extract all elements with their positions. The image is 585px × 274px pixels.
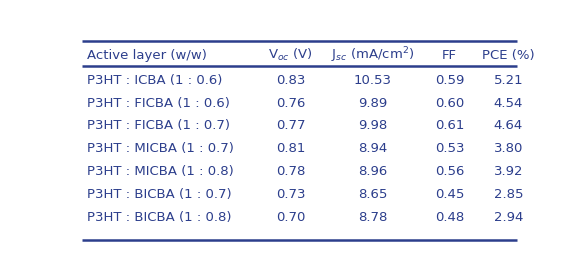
Text: P3HT : FICBA (1 : 0.7): P3HT : FICBA (1 : 0.7) [87, 119, 230, 132]
Text: 5.21: 5.21 [494, 74, 523, 87]
Text: P3HT : MICBA (1 : 0.8): P3HT : MICBA (1 : 0.8) [87, 165, 233, 178]
Text: 8.94: 8.94 [358, 142, 387, 155]
Text: 0.70: 0.70 [276, 210, 305, 224]
Text: 8.78: 8.78 [357, 210, 387, 224]
Text: 2.94: 2.94 [494, 210, 523, 224]
Text: 0.45: 0.45 [435, 188, 464, 201]
Text: FF: FF [442, 48, 457, 62]
Text: P3HT : BICBA (1 : 0.7): P3HT : BICBA (1 : 0.7) [87, 188, 231, 201]
Text: 0.60: 0.60 [435, 97, 464, 110]
Text: 8.65: 8.65 [357, 188, 387, 201]
Text: 0.61: 0.61 [435, 119, 464, 132]
Text: 0.78: 0.78 [276, 165, 305, 178]
Text: P3HT : FICBA (1 : 0.6): P3HT : FICBA (1 : 0.6) [87, 97, 229, 110]
Text: P3HT : ICBA (1 : 0.6): P3HT : ICBA (1 : 0.6) [87, 74, 222, 87]
Text: 0.76: 0.76 [276, 97, 305, 110]
Text: PCE (%): PCE (%) [482, 48, 535, 62]
Text: 0.83: 0.83 [276, 74, 305, 87]
Text: 9.98: 9.98 [358, 119, 387, 132]
Text: 8.96: 8.96 [358, 165, 387, 178]
Text: 0.56: 0.56 [435, 165, 464, 178]
Text: 0.81: 0.81 [276, 142, 305, 155]
Text: P3HT : MICBA (1 : 0.7): P3HT : MICBA (1 : 0.7) [87, 142, 233, 155]
Text: P3HT : BICBA (1 : 0.8): P3HT : BICBA (1 : 0.8) [87, 210, 231, 224]
Text: 4.54: 4.54 [494, 97, 523, 110]
Text: Active layer (w/w): Active layer (w/w) [87, 48, 207, 62]
Text: 10.53: 10.53 [353, 74, 391, 87]
Text: 2.85: 2.85 [494, 188, 523, 201]
Text: 0.53: 0.53 [435, 142, 464, 155]
Text: 3.92: 3.92 [494, 165, 523, 178]
Text: J$_{sc}$ (mA/cm$^{2}$): J$_{sc}$ (mA/cm$^{2}$) [331, 45, 414, 65]
Text: 4.64: 4.64 [494, 119, 523, 132]
Text: 0.77: 0.77 [276, 119, 305, 132]
Text: V$_{oc}$ (V): V$_{oc}$ (V) [269, 47, 313, 63]
Text: 9.89: 9.89 [358, 97, 387, 110]
Text: 3.80: 3.80 [494, 142, 523, 155]
Text: 0.48: 0.48 [435, 210, 464, 224]
Text: 0.73: 0.73 [276, 188, 305, 201]
Text: 0.59: 0.59 [435, 74, 464, 87]
